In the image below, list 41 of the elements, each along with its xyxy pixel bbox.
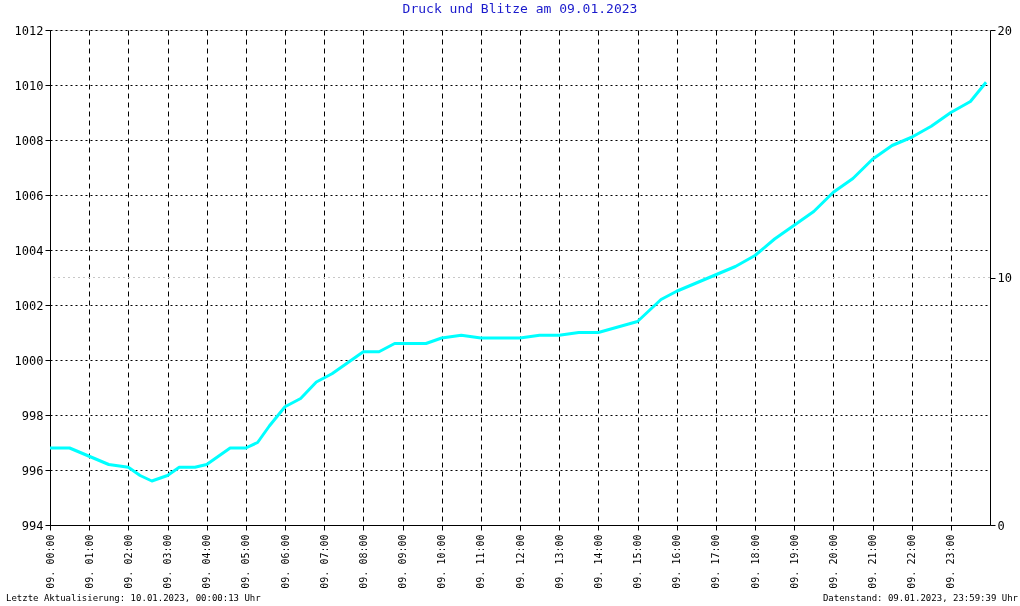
x-tick-label: 09. 08:00 <box>357 534 369 589</box>
y2-tick-label: 10 <box>997 271 1012 285</box>
text: Datenstand: 09.01.2023, 23:59:39 Uhr <box>822 593 1019 603</box>
y-tick-label: 1004 <box>14 243 44 258</box>
y-tick-label: 1000 <box>14 353 44 368</box>
y-tick-label: 996 <box>21 463 44 478</box>
x-tick-label: 09. 16:00 <box>671 534 683 589</box>
x-tick-label: 09. 14:00 <box>592 534 604 589</box>
text: Letzte Aktualisierung: 10.01.2023, 00:00:13 Uhr <box>6 593 262 603</box>
x-tick-label: 09. 07:00 <box>318 534 330 589</box>
x-tick-label: 09. 18:00 <box>749 534 761 589</box>
x-tick-label: 09. 19:00 <box>788 534 800 589</box>
y-tick-label: 1008 <box>14 133 44 148</box>
x-tick-label: 09. 00:00 <box>44 534 56 589</box>
x-tick-label: 09. 05:00 <box>240 534 252 589</box>
x-tick-label: 09. 15:00 <box>632 534 643 589</box>
x-tick-label: 09. 01:00 <box>83 534 95 589</box>
y-tick-label: 1010 <box>14 78 44 93</box>
x-tick-label: 09. 11:00 <box>475 534 487 589</box>
x-tick-label: 09. 03:00 <box>162 534 173 589</box>
y-tick-label: 998 <box>21 408 44 423</box>
y2-tick-label: 20 <box>997 23 1012 38</box>
x-tick-label: 09. 13:00 <box>553 534 565 589</box>
y-tick-label: 1006 <box>14 188 44 203</box>
x-tick-label: 09. 02:00 <box>122 534 134 589</box>
x-tick-label: 09. 12:00 <box>514 534 526 589</box>
x-tick-label: 09. 22:00 <box>906 534 918 589</box>
x-tick-label: 09. 17:00 <box>710 534 722 589</box>
y2-tick-label: 0 <box>997 518 1005 533</box>
x-tick-label: 09. 20:00 <box>827 534 839 589</box>
y-tick-label: 1002 <box>14 298 44 313</box>
x-tick-label: 09. 21:00 <box>867 534 878 589</box>
x-tick-label: 09. 10:00 <box>436 534 448 589</box>
x-tick-label: 09. 06:00 <box>279 534 291 589</box>
x-tick-label: 09. 09:00 <box>397 534 408 589</box>
x-tick-label: 09. 23:00 <box>945 534 957 589</box>
x-tick-label: 09. 04:00 <box>201 534 213 589</box>
y-tick-label: 1012 <box>14 23 44 38</box>
y-tick-label: 994 <box>21 518 44 533</box>
chart-title: Druck und Blitze am 09.01.2023 <box>402 1 638 16</box>
line-series <box>48 80 988 483</box>
